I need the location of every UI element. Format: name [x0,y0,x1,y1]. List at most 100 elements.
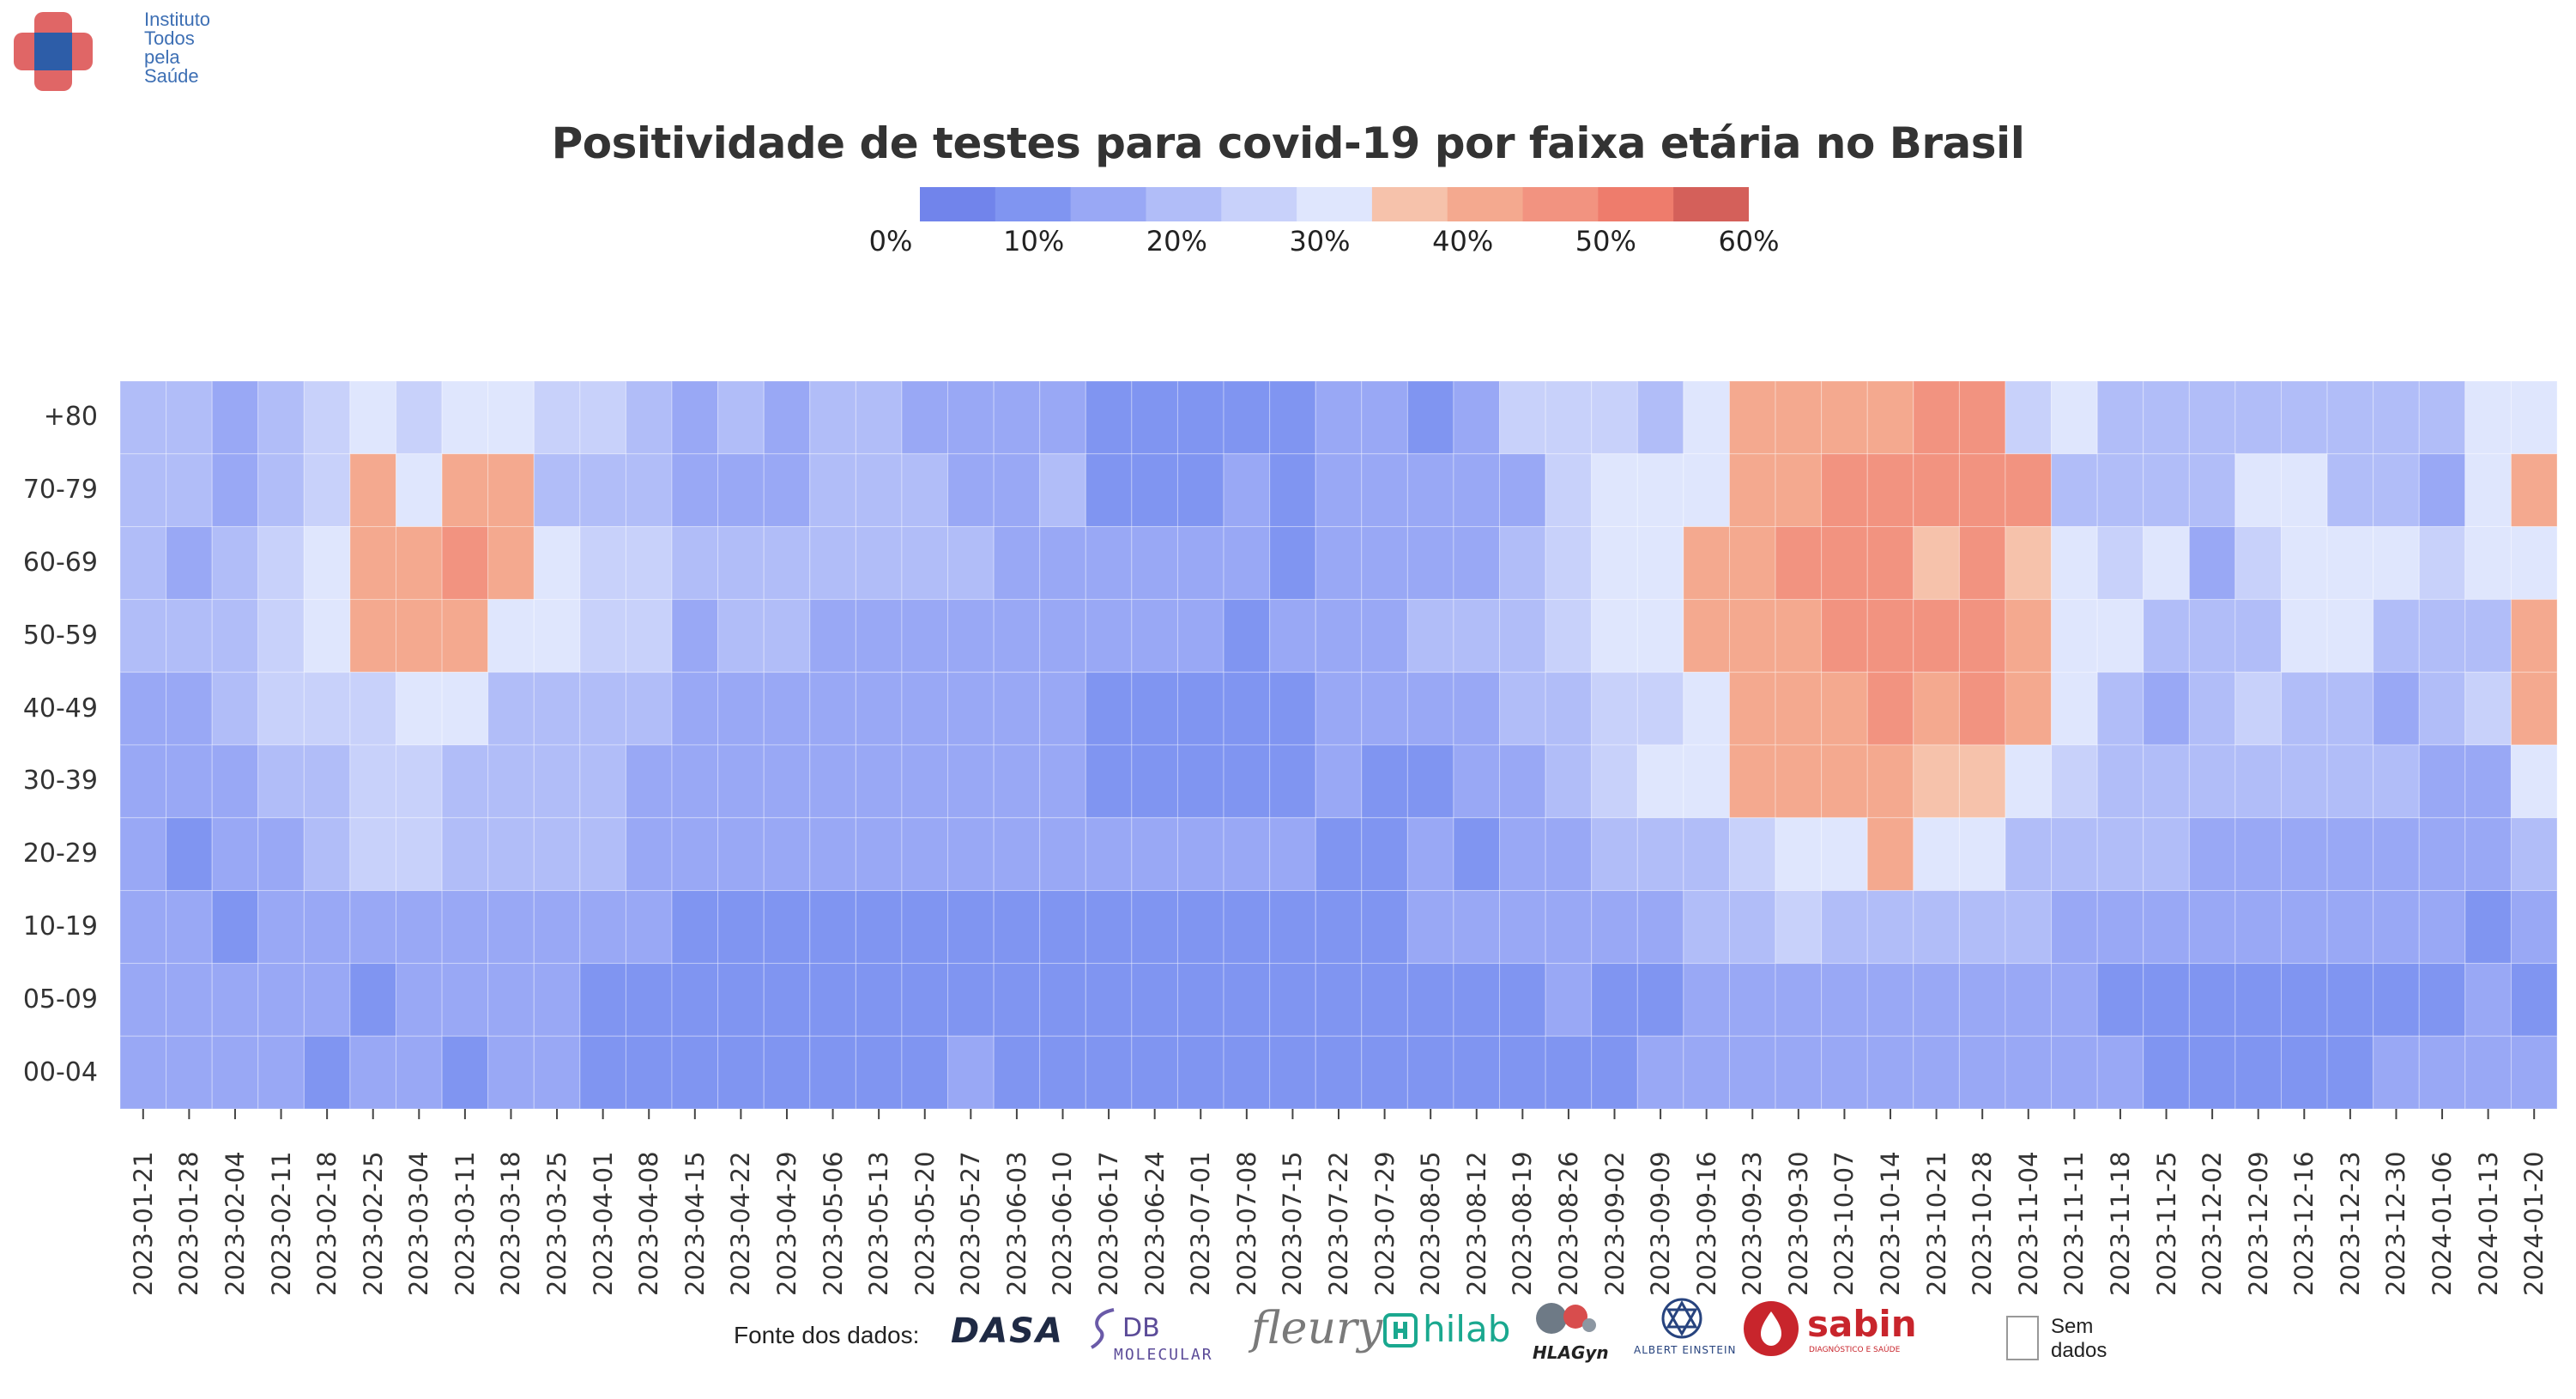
x-tick-label: 2023-12-02 [2198,1151,2227,1296]
heatmap-cell [2373,891,2420,964]
heatmap-cell [2235,454,2282,527]
heatmap-cell [258,454,305,527]
heatmap-cell [488,745,535,818]
x-tick-label: 2023-11-11 [2059,1151,2089,1296]
heatmap-cell [212,599,258,672]
heatmap-cell [258,745,305,818]
heatmap [120,381,2557,1109]
source-label: Fonte dos dados: [734,1322,919,1349]
heatmap-cell [1729,454,1775,527]
heatmap-cell [1407,599,1454,672]
heatmap-cell [2144,818,2190,891]
x-tick-label: 2023-06-03 [1002,1151,1031,1296]
x-tick-label: 2023-05-13 [864,1151,893,1296]
heatmap-cell [1500,381,1546,454]
heatmap-cell [2144,963,2190,1036]
heatmap-cell [902,963,948,1036]
heatmap-cell [718,963,765,1036]
heatmap-cell [1177,672,1224,745]
heatmap-cell [166,527,213,600]
heatmap-cell [948,818,995,891]
heatmap-cell [718,1036,765,1109]
legend-tick-label: 10% [1003,225,1064,257]
heatmap-cell [1177,527,1224,600]
heatmap-cell [534,454,580,527]
heatmap-cell [2052,963,2098,1036]
heatmap-cell [1224,1036,1270,1109]
heatmap-cell [1040,1036,1086,1109]
heatmap-cell [1040,818,1086,891]
heatmap-cell [2144,599,2190,672]
heatmap-cell [672,1036,718,1109]
heatmap-cell [166,1036,213,1109]
heatmap-cell [672,745,718,818]
heatmap-cell [1729,818,1775,891]
heatmap-cell [1362,818,1408,891]
heatmap-cell [1407,891,1454,964]
heatmap-cell [1040,963,1086,1036]
heatmap-cell [1085,963,1132,1036]
legend-swatch [1297,187,1372,221]
heatmap-cell [2235,745,2282,818]
heatmap-cell [304,818,350,891]
heatmap-cell [2465,818,2512,891]
heatmap-cell [902,745,948,818]
heatmap-cell [1914,818,1960,891]
heatmap-cell [442,381,488,454]
heatmap-cell [764,527,810,600]
heatmap-cell [2327,963,2373,1036]
heatmap-cell [2235,381,2282,454]
fleury-logo: fleury [1251,1303,1382,1354]
heatmap-cell [2465,891,2512,964]
heatmap-cell [1500,672,1546,745]
heatmap-cell [2005,527,2052,600]
x-tick-label: 2023-08-19 [1508,1151,1537,1296]
heatmap-cell [1315,818,1362,891]
legend-swatch [1146,187,1221,221]
heatmap-cell [442,454,488,527]
hlagyn-logo-text: HLAGyn [1533,1342,1609,1363]
heatmap-cell [2189,599,2235,672]
heatmap-cell [2235,891,2282,964]
heatmap-cell [1040,527,1086,600]
heatmap-cell [1684,745,1730,818]
heatmap-cell [1085,745,1132,818]
logo-line: Todos [144,29,210,48]
heatmap-cell [1867,1036,1914,1109]
heatmap-cell [2281,599,2327,672]
legend-swatch [1071,187,1146,221]
x-tick-label: 2023-06-17 [1094,1151,1123,1296]
heatmap-cell [1270,454,1316,527]
heatmap-cell [534,599,580,672]
x-tick-label: 2023-02-04 [221,1151,250,1296]
x-tick-label: 2024-01-20 [2519,1151,2549,1296]
heatmap-cell [580,599,626,672]
heatmap-cell [396,599,443,672]
heatmap-cell [2189,963,2235,1036]
heatmap-cell [1224,963,1270,1036]
heatmap-cell [2419,1036,2465,1109]
heatmap-cell [166,818,213,891]
heatmap-cell [1085,599,1132,672]
heatmap-cell [2144,891,2190,964]
heatmap-cell [2511,963,2557,1036]
heatmap-cell [258,599,305,672]
heatmap-cell [2052,381,2098,454]
heatmap-cell [672,891,718,964]
heatmap-cell [534,745,580,818]
heatmap-cell [856,745,902,818]
heatmap-cell [1500,818,1546,891]
heatmap-cell [2097,454,2144,527]
heatmap-cell [810,454,856,527]
heatmap-cell [1822,963,1868,1036]
heatmap-cell [1085,672,1132,745]
heatmap-cell [2465,1036,2512,1109]
x-tick-label: 2023-09-09 [1646,1151,1675,1296]
heatmap-cell [626,672,672,745]
heatmap-cell [1914,672,1960,745]
heatmap-cell [1592,745,1638,818]
heatmap-cell [166,963,213,1036]
heatmap-cell [258,381,305,454]
heatmap-cell [1545,527,1592,600]
heatmap-cell [856,527,902,600]
